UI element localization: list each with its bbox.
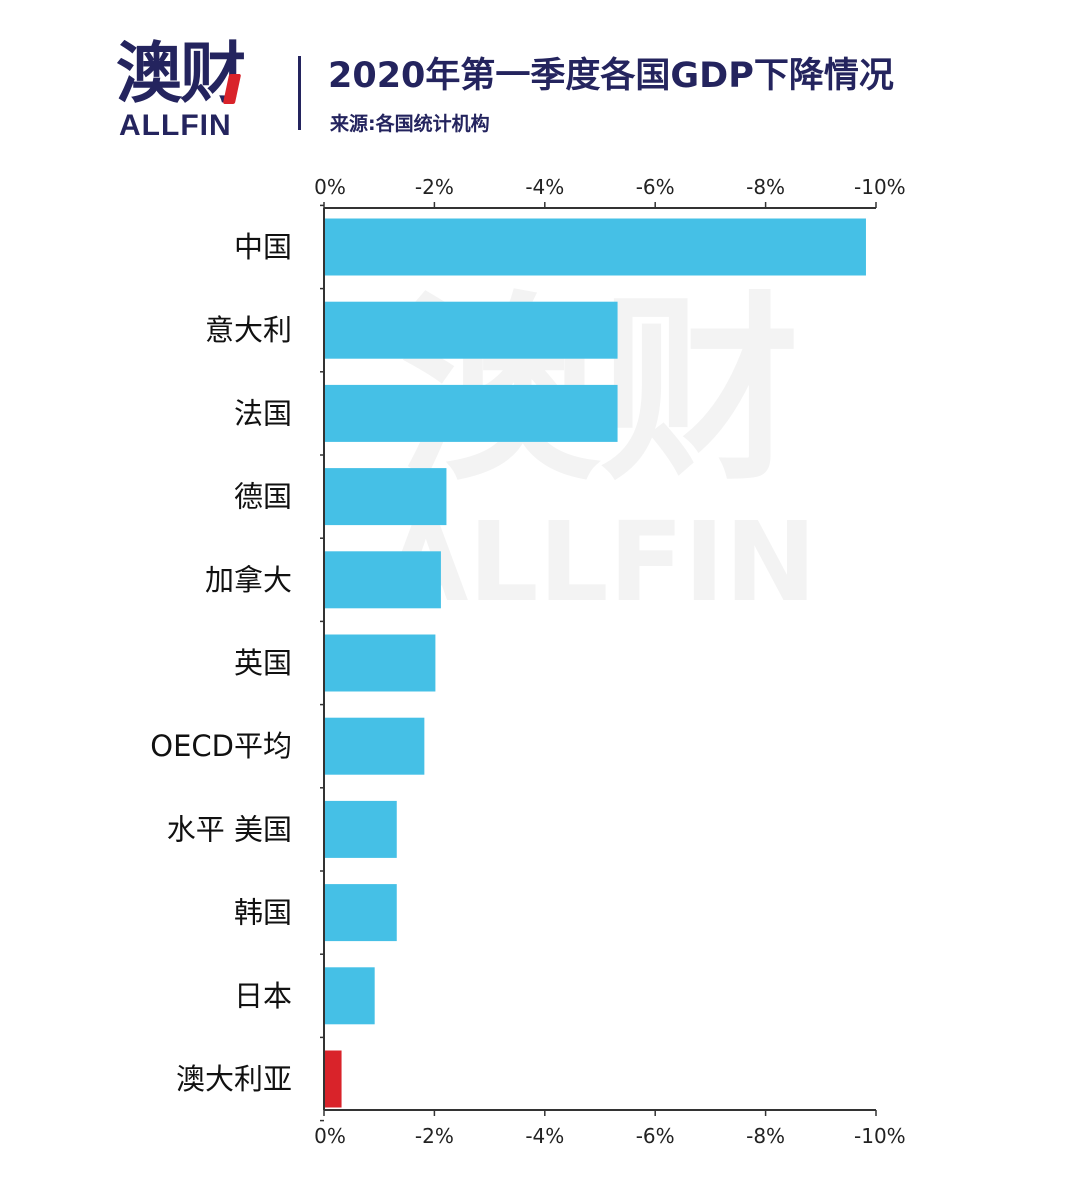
- category-label: OECD平均: [150, 729, 292, 763]
- category-label: 水平 美国: [167, 812, 292, 846]
- category-label: 韩国: [234, 896, 292, 930]
- top-tick-label: -8%: [746, 175, 785, 199]
- bottom-tick-label: -10%: [854, 1124, 906, 1148]
- category-label: 意大利: [205, 313, 292, 347]
- bar-9: [325, 967, 375, 1025]
- bar-3: [325, 468, 447, 526]
- top-tick-label: -10%: [854, 175, 906, 199]
- bar-4: [325, 551, 441, 609]
- category-label: 中国: [234, 230, 292, 264]
- header: 澳财 ALLFIN 2020年第一季度各国GDP下降情况 来源:各国统计机构: [0, 0, 1067, 160]
- chart-source: 来源:各国统计机构: [330, 113, 490, 135]
- bottom-tick-label: -2%: [415, 1124, 454, 1148]
- logo-wordmark: ALLFIN: [119, 109, 232, 142]
- bar-10: [325, 1050, 342, 1108]
- category-label: 法国: [234, 396, 292, 430]
- header-divider: [298, 56, 301, 130]
- bar-5: [325, 634, 436, 692]
- bar-1: [325, 301, 618, 359]
- bar-6: [325, 717, 425, 775]
- category-label: 英国: [234, 646, 292, 680]
- category-label: 德国: [234, 480, 292, 514]
- axes-group: 0% 0% -2% -2% -4% -4% -6% -6% -8% -8% -10% -10%: [314, 175, 906, 1148]
- bar-2: [325, 384, 618, 442]
- bar-8: [325, 884, 397, 942]
- top-tick-label: 0%: [314, 175, 346, 199]
- bar-7: [325, 800, 397, 858]
- top-tick-label: -4%: [525, 175, 564, 199]
- bar-0: [325, 218, 866, 276]
- chart-title: 2020年第一季度各国GDP下降情况: [328, 56, 894, 96]
- watermark-wordmark: ALLFIN: [383, 498, 816, 626]
- bars-group: [325, 218, 866, 1108]
- top-tick-label: -2%: [415, 175, 454, 199]
- category-label: 澳大利亚: [176, 1062, 292, 1096]
- bottom-tick-label: -8%: [746, 1124, 785, 1148]
- bottom-tick-label: -4%: [525, 1124, 564, 1148]
- bottom-tick-label: 0%: [314, 1124, 346, 1148]
- category-label: 加拿大: [205, 563, 292, 597]
- bottom-tick-label: -6%: [636, 1124, 675, 1148]
- top-tick-label: -6%: [636, 175, 675, 199]
- category-label: 日本: [234, 979, 292, 1013]
